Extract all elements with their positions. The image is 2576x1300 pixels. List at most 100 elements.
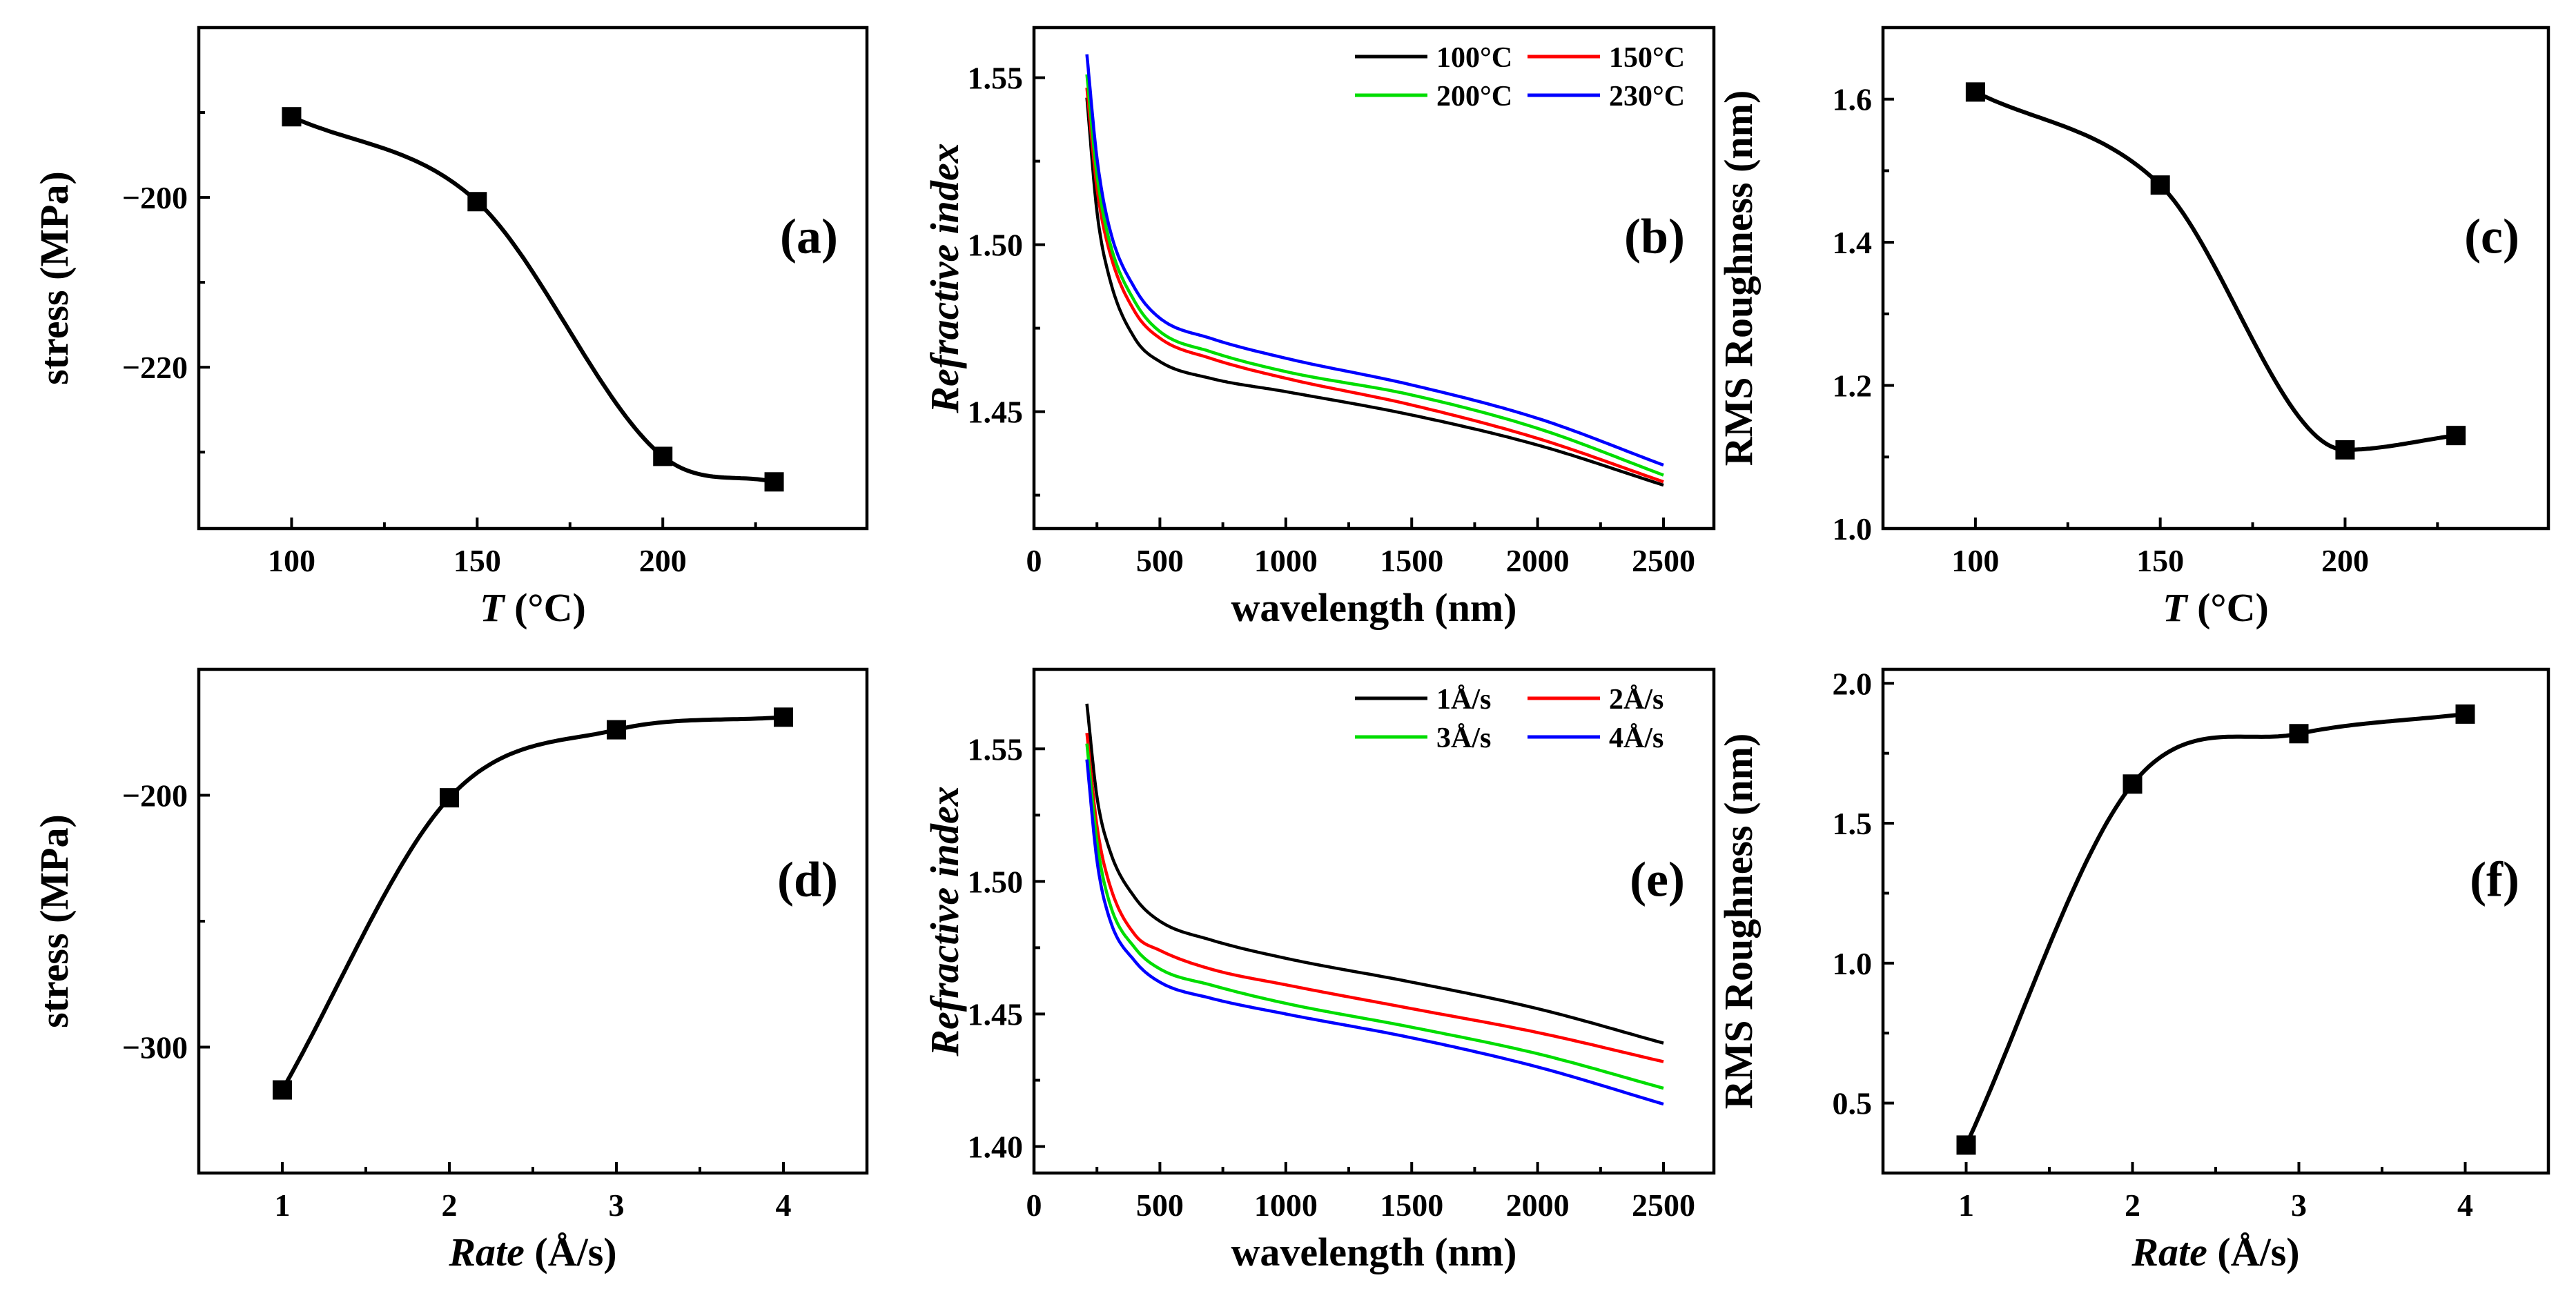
series-line-2 bbox=[1085, 732, 1664, 1063]
x-axis-label-italic: T bbox=[480, 585, 506, 630]
x-tick-label: 4 bbox=[776, 1188, 792, 1223]
x-axis-label-text: (°C) bbox=[2187, 585, 2269, 630]
y-axis-label: stress (MPa) bbox=[32, 814, 77, 1028]
y-axis-label-text: RMS Roughness (nm) bbox=[1716, 733, 1761, 1110]
data-point bbox=[440, 788, 459, 808]
x-axis-label-italic: Rate bbox=[448, 1230, 525, 1274]
x-tick-label: 1 bbox=[1958, 1188, 1974, 1223]
y-axis-label-italic: Refractive index bbox=[922, 143, 967, 413]
x-tick-label: 500 bbox=[1136, 1188, 1184, 1223]
data-point bbox=[2455, 704, 2475, 724]
x-axis-label-italic: T bbox=[2163, 585, 2189, 630]
data-point bbox=[653, 446, 673, 466]
x-tick-label: 200 bbox=[639, 543, 687, 578]
data-point bbox=[774, 707, 793, 727]
y-tick-label: 1.40 bbox=[968, 1130, 1024, 1165]
x-tick-label: 1500 bbox=[1380, 1188, 1443, 1223]
panel-label: (c) bbox=[2464, 209, 2519, 264]
y-tick-label: −300 bbox=[122, 1030, 188, 1065]
x-tick-label: 3 bbox=[609, 1188, 625, 1223]
y-axis-label: Refractive index bbox=[922, 786, 967, 1056]
x-tick-label: 0 bbox=[1026, 543, 1042, 578]
data-point bbox=[2123, 774, 2143, 794]
x-tick-label: 2000 bbox=[1506, 543, 1570, 578]
y-axis-label-text: RMS Roughness (nm) bbox=[1716, 90, 1761, 466]
panel-c: 100 150 200 1.0 1.2 1.4 1.6 T (°C) RMS Roughness… bbox=[1716, 26, 2550, 630]
panel-a: 100 150 200 −200 −220 T (°C) stress (MPa) (a) bbox=[32, 26, 869, 630]
x-axis-label: T (°C) bbox=[2163, 585, 2269, 630]
y-tick-label: 1.5 bbox=[1833, 806, 1873, 841]
y-tick-label: −200 bbox=[122, 778, 188, 814]
legend-label: 1Å/s bbox=[1436, 684, 1491, 716]
legend-label: 230°C bbox=[1609, 81, 1685, 112]
plot-frame bbox=[1032, 667, 1716, 1175]
panel-b: 0 500 1000 1500 2000 2500 1.45 1.50 1.55 waveleng… bbox=[922, 26, 1716, 630]
x-tick-label: 1 bbox=[275, 1188, 291, 1223]
panel-d: 1 2 3 4 −200 −300 Rate (Å/s) stress (MPa) (d) bbox=[32, 667, 869, 1274]
fit-line bbox=[280, 715, 784, 1091]
data-point bbox=[607, 720, 626, 740]
legend-label: 150°C bbox=[1609, 42, 1685, 74]
x-tick-label: 0 bbox=[1026, 1188, 1042, 1223]
panel-e: 0 500 1000 1500 2000 2500 1.40 1.45 1.50 1.55 wave… bbox=[922, 667, 1716, 1274]
y-axis-label-text: stress (MPa) bbox=[32, 171, 77, 385]
data-point bbox=[273, 1080, 292, 1100]
panel-label: (b) bbox=[1624, 209, 1685, 264]
x-tick-label: 100 bbox=[268, 543, 315, 578]
x-tick-label: 100 bbox=[1951, 543, 1999, 578]
data-point bbox=[1965, 82, 1985, 102]
plot-frame bbox=[197, 26, 869, 531]
series-line-1 bbox=[1085, 97, 1664, 487]
data-point bbox=[1956, 1135, 1976, 1155]
y-tick-label: 1.50 bbox=[968, 228, 1024, 263]
x-tick-label: 1000 bbox=[1254, 1188, 1318, 1223]
series-line-3 bbox=[1085, 74, 1664, 477]
x-axis-label-text: (Å/s) bbox=[2207, 1230, 2300, 1274]
plot-frame bbox=[1032, 26, 1716, 531]
data-point bbox=[2150, 175, 2170, 195]
y-tick-label: 1.55 bbox=[968, 731, 1024, 767]
panel-label: (e) bbox=[1630, 852, 1685, 907]
legend-label: 200°C bbox=[1436, 81, 1512, 112]
plot-frame bbox=[1881, 667, 2550, 1175]
y-tick-label: 1.2 bbox=[1833, 368, 1873, 404]
y-axis-label: RMS Roughness (nm) bbox=[1716, 90, 1761, 466]
fit-line bbox=[1964, 711, 2466, 1146]
y-tick-label: 1.0 bbox=[1833, 946, 1873, 981]
x-tick-label: 3 bbox=[2291, 1188, 2307, 1223]
data-point bbox=[2446, 426, 2466, 446]
x-axis-label-text: (Å/s) bbox=[525, 1230, 617, 1274]
plot-frame bbox=[1881, 26, 2550, 531]
x-axis-label: Rate (Å/s) bbox=[448, 1230, 616, 1274]
x-tick-label: 200 bbox=[2321, 543, 2369, 578]
x-axis-label-text: wavelength (nm) bbox=[1231, 1230, 1516, 1274]
fit-line bbox=[1974, 90, 2457, 452]
panel-label: (a) bbox=[780, 209, 838, 264]
x-tick-label: 2500 bbox=[1632, 1188, 1695, 1223]
x-axis-label: Rate (Å/s) bbox=[2131, 1230, 2299, 1274]
series-line-3 bbox=[1085, 743, 1664, 1090]
x-axis-label-italic: Rate bbox=[2131, 1230, 2207, 1274]
y-tick-label: 1.45 bbox=[968, 996, 1024, 1032]
x-tick-label: 150 bbox=[453, 543, 501, 578]
x-tick-label: 2 bbox=[2125, 1188, 2140, 1223]
y-axis-label-italic: Refractive index bbox=[922, 786, 967, 1056]
y-tick-label: 2.0 bbox=[1833, 666, 1873, 701]
y-tick-label: 1.50 bbox=[968, 864, 1024, 899]
series-line-2 bbox=[1085, 87, 1664, 484]
x-tick-label: 2500 bbox=[1632, 543, 1695, 578]
y-axis-label-text: stress (MPa) bbox=[32, 814, 77, 1028]
y-tick-label: −200 bbox=[122, 180, 188, 215]
y-axis-label: RMS Roughness (nm) bbox=[1716, 733, 1761, 1110]
x-tick-label: 500 bbox=[1136, 543, 1184, 578]
fit-line bbox=[291, 115, 775, 484]
data-point bbox=[467, 192, 487, 212]
x-tick-label: 1500 bbox=[1380, 543, 1443, 578]
x-tick-label: 2 bbox=[442, 1188, 458, 1223]
x-axis-label: T (°C) bbox=[480, 585, 586, 630]
x-axis-label: wavelength (nm) bbox=[1231, 1230, 1516, 1274]
x-tick-label: 150 bbox=[2136, 543, 2184, 578]
data-point bbox=[764, 472, 784, 492]
y-tick-label: 0.5 bbox=[1833, 1086, 1873, 1121]
